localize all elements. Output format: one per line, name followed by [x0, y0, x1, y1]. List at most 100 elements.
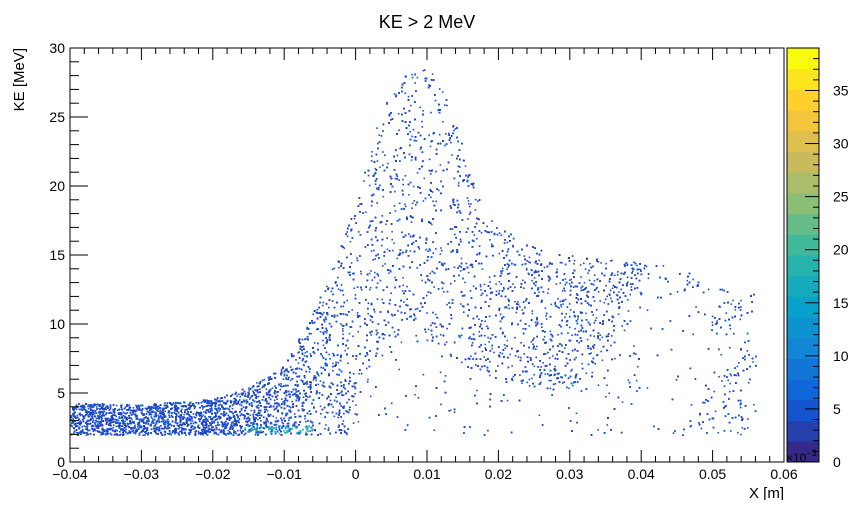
density-point	[94, 423, 96, 426]
density-point	[268, 389, 271, 392]
density-point	[346, 299, 348, 302]
density-point	[528, 385, 531, 387]
density-point	[337, 288, 340, 290]
density-point	[695, 306, 697, 308]
density-point	[526, 381, 529, 384]
density-point	[109, 407, 112, 410]
density-point	[553, 374, 555, 377]
density-point	[226, 424, 229, 426]
density-point	[425, 331, 427, 333]
density-point	[227, 429, 230, 432]
density-point	[607, 335, 610, 337]
density-point	[350, 262, 353, 264]
density-point	[147, 407, 149, 409]
density-point	[431, 223, 433, 226]
density-point	[481, 268, 484, 270]
density-point	[322, 339, 324, 342]
density-point	[273, 376, 276, 379]
density-point	[422, 373, 425, 376]
density-point	[579, 264, 582, 266]
density-point	[727, 379, 729, 382]
density-point	[157, 414, 159, 417]
density-point	[368, 184, 371, 187]
density-point	[574, 328, 576, 330]
density-point	[711, 321, 714, 324]
density-point	[81, 413, 83, 416]
density-point	[470, 203, 472, 205]
density-point	[393, 331, 396, 333]
density-point	[280, 368, 283, 371]
density-point	[646, 309, 649, 311]
density-point	[752, 361, 754, 363]
density-point	[379, 184, 381, 187]
density-point	[262, 395, 265, 398]
density-point	[504, 347, 507, 349]
density-point	[413, 200, 416, 202]
density-point	[247, 391, 249, 394]
density-point	[238, 418, 241, 420]
density-point	[459, 270, 462, 272]
density-point	[597, 291, 600, 293]
density-point	[282, 367, 284, 370]
density-point	[75, 408, 78, 410]
density-point	[95, 406, 98, 408]
density-point	[269, 393, 272, 396]
density-point	[282, 401, 284, 403]
density-point	[260, 424, 262, 426]
density-point	[79, 414, 82, 417]
density-point	[404, 205, 407, 208]
density-point	[753, 404, 755, 406]
density-point	[343, 247, 346, 249]
density-point	[168, 412, 171, 414]
density-point	[635, 379, 638, 382]
density-point	[432, 200, 434, 203]
density-point	[236, 430, 239, 432]
density-point	[395, 94, 397, 96]
density-point	[676, 291, 679, 293]
density-point	[280, 383, 282, 385]
density-point	[293, 423, 295, 425]
density-point	[501, 332, 504, 335]
density-point	[746, 350, 749, 352]
density-point	[434, 313, 437, 316]
density-point	[377, 275, 380, 277]
density-point	[200, 417, 202, 420]
density-point	[627, 379, 630, 381]
density-point	[73, 432, 75, 434]
density-point	[115, 404, 118, 407]
density-point	[567, 332, 569, 334]
density-point	[508, 307, 510, 310]
density-point	[489, 239, 491, 241]
density-point	[103, 403, 106, 406]
density-point	[328, 306, 330, 309]
density-point	[137, 405, 140, 407]
density-point	[284, 427, 287, 430]
density-point	[346, 433, 348, 436]
density-point	[309, 353, 312, 355]
density-point	[593, 280, 596, 282]
density-point	[92, 413, 94, 415]
density-point	[297, 352, 300, 354]
density-point	[256, 427, 258, 430]
density-point	[195, 401, 197, 404]
density-point	[95, 427, 98, 429]
density-point	[700, 427, 703, 430]
density-point	[237, 416, 239, 419]
density-point	[249, 414, 251, 416]
density-point	[120, 433, 122, 436]
density-point	[233, 430, 235, 432]
density-point	[558, 372, 560, 375]
density-point	[215, 428, 218, 431]
density-point	[412, 128, 415, 131]
density-point	[370, 160, 373, 162]
density-point	[480, 289, 482, 291]
density-point	[265, 388, 268, 391]
density-point	[190, 431, 192, 434]
density-point	[237, 400, 240, 403]
density-point	[542, 362, 544, 364]
density-point	[342, 328, 344, 330]
density-point	[429, 173, 432, 175]
density-point	[322, 301, 324, 304]
density-point	[87, 407, 90, 410]
